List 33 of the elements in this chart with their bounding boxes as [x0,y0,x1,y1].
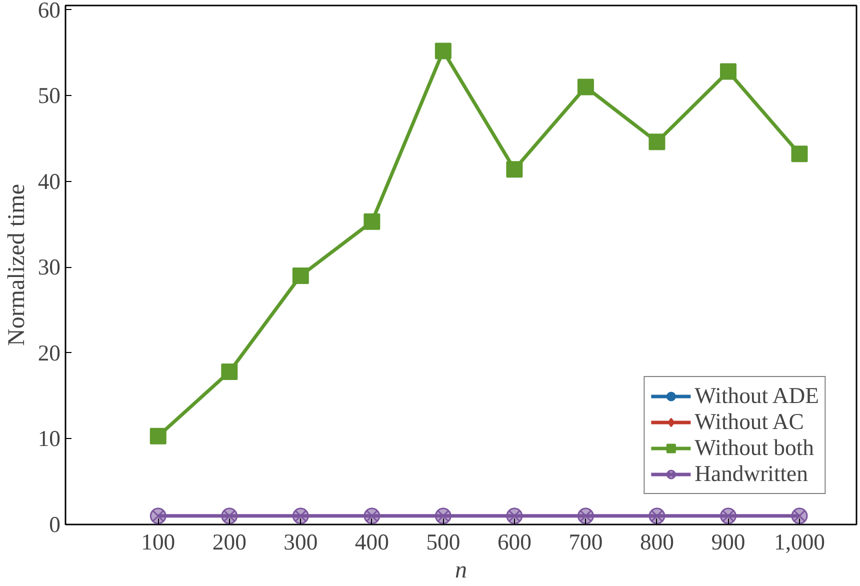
legend-label: Without AC [694,409,804,435]
legend-label: Without both [694,435,814,461]
y-tick-label: 40 [38,168,60,194]
point [221,364,238,380]
point [364,213,380,230]
x-tick-label: 100 [141,530,176,554]
y-axis-title: Normalized time [4,184,30,346]
y-tick-label: 0 [49,512,60,537]
point [506,161,523,178]
point [434,42,452,60]
y-tick-label: 30 [38,254,60,280]
x-tick-label: 900 [711,530,746,554]
legend-label: Without ADE [694,383,819,409]
y-tick-label: 20 [38,340,60,366]
x-tick-label: 500 [426,530,460,554]
y-tick-label: 60 [38,0,60,22]
x-axis-title: n [455,558,467,584]
point [791,146,808,162]
x-tick-label: 1,000 [774,530,825,554]
x-tick-label: 300 [284,530,318,554]
x-tick-label: 600 [497,530,532,554]
point [577,78,594,96]
x-tick-label: 400 [354,530,389,554]
y-tick-label: 10 [38,426,60,452]
point [150,428,166,444]
point [648,134,666,150]
x-tick-label: 200 [212,530,246,554]
y-tick-label: 50 [38,83,60,108]
x-tick-label: 800 [640,530,674,554]
point [292,267,309,284]
point [720,63,736,80]
legend-label: Handwritten [694,461,808,487]
x-tick-label: 700 [568,530,603,554]
